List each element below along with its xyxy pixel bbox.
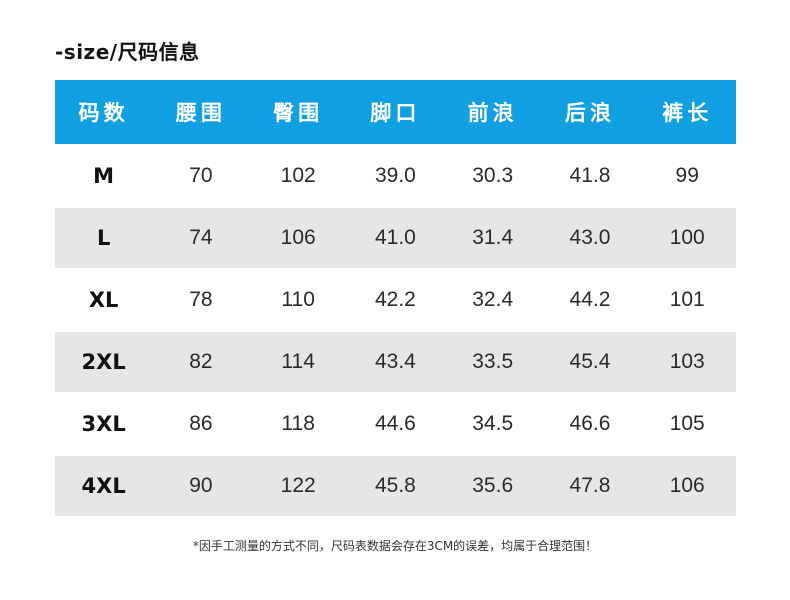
cell-back-rise: 46.6 bbox=[569, 412, 611, 435]
page-title: -size/尺码信息 bbox=[55, 40, 200, 64]
cell-size: XL bbox=[88, 288, 119, 312]
cell-hip: 114 bbox=[281, 350, 315, 373]
cell-back-rise: 44.2 bbox=[569, 288, 611, 311]
cell-leg-opening: 42.2 bbox=[374, 288, 416, 311]
cell-waist: 78 bbox=[189, 288, 213, 311]
cell-waist: 86 bbox=[189, 412, 213, 435]
cell-front-rise: 31.4 bbox=[472, 226, 514, 249]
cell-size: 2XL bbox=[81, 350, 126, 374]
cell-waist: 90 bbox=[189, 474, 213, 497]
size-table: 码数 腰围 臀围 脚口 前浪 后浪 裤长 M 70 102 39.0 30.3 … bbox=[55, 80, 736, 516]
cell-front-rise: 35.6 bbox=[472, 474, 514, 497]
header-leg-opening: 脚口 bbox=[370, 101, 421, 125]
cell-back-rise: 47.8 bbox=[569, 474, 611, 497]
cell-front-rise: 34.5 bbox=[472, 412, 514, 435]
cell-leg-opening: 39.0 bbox=[374, 164, 416, 187]
cell-pants-length: 103 bbox=[669, 350, 705, 373]
cell-hip: 118 bbox=[281, 412, 315, 435]
cell-hip: 102 bbox=[280, 164, 316, 187]
cell-front-rise: 30.3 bbox=[472, 164, 514, 187]
cell-front-rise: 32.4 bbox=[472, 288, 514, 311]
cell-pants-length: 100 bbox=[669, 226, 705, 249]
cell-front-rise: 33.5 bbox=[472, 350, 514, 373]
table-row: M 70 102 39.0 30.3 41.8 99 bbox=[55, 146, 736, 206]
header-front-rise: 前浪 bbox=[467, 101, 518, 125]
cell-back-rise: 41.8 bbox=[569, 164, 611, 187]
cell-hip: 122 bbox=[280, 474, 316, 497]
cell-leg-opening: 45.8 bbox=[374, 474, 416, 497]
cell-hip: 106 bbox=[280, 226, 316, 249]
cell-waist: 74 bbox=[189, 226, 213, 249]
cell-hip: 110 bbox=[281, 288, 315, 311]
table-row: 3XL 86 118 44.6 34.5 46.6 105 bbox=[55, 394, 736, 454]
header-waist: 腰围 bbox=[175, 101, 226, 125]
cell-pants-length: 106 bbox=[669, 474, 705, 497]
measurement-footnote: *因手工测量的方式不同，尺码表数据会存在3CM的误差，均属于合理范围！ bbox=[192, 539, 598, 553]
cell-pants-length: 99 bbox=[675, 164, 699, 187]
header-hip: 臀围 bbox=[273, 101, 324, 125]
table-row: 4XL 90 122 45.8 35.6 47.8 106 bbox=[55, 456, 736, 516]
cell-waist: 82 bbox=[189, 350, 213, 373]
cell-back-rise: 43.0 bbox=[569, 226, 611, 249]
cell-pants-length: 101 bbox=[669, 288, 705, 311]
header-back-rise: 后浪 bbox=[564, 101, 615, 125]
cell-back-rise: 45.4 bbox=[569, 350, 611, 373]
table-row: L 74 106 41.0 31.4 43.0 100 bbox=[55, 208, 736, 268]
cell-pants-length: 105 bbox=[669, 412, 705, 435]
cell-waist: 70 bbox=[189, 164, 213, 187]
header-pants-length: 裤长 bbox=[662, 101, 713, 125]
table-row: XL 78 110 42.2 32.4 44.2 101 bbox=[55, 270, 736, 330]
cell-size: L bbox=[96, 226, 111, 250]
cell-size: 4XL bbox=[81, 474, 126, 498]
cell-size: 3XL bbox=[81, 412, 126, 436]
header-size: 码数 bbox=[78, 101, 129, 125]
cell-leg-opening: 43.4 bbox=[374, 350, 416, 373]
cell-leg-opening: 44.6 bbox=[374, 412, 416, 435]
table-header-row: 码数 腰围 臀围 脚口 前浪 后浪 裤长 bbox=[55, 80, 736, 144]
cell-leg-opening: 41.0 bbox=[374, 226, 416, 249]
cell-size: M bbox=[93, 164, 115, 188]
table-row: 2XL 82 114 43.4 33.5 45.4 103 bbox=[55, 332, 736, 392]
